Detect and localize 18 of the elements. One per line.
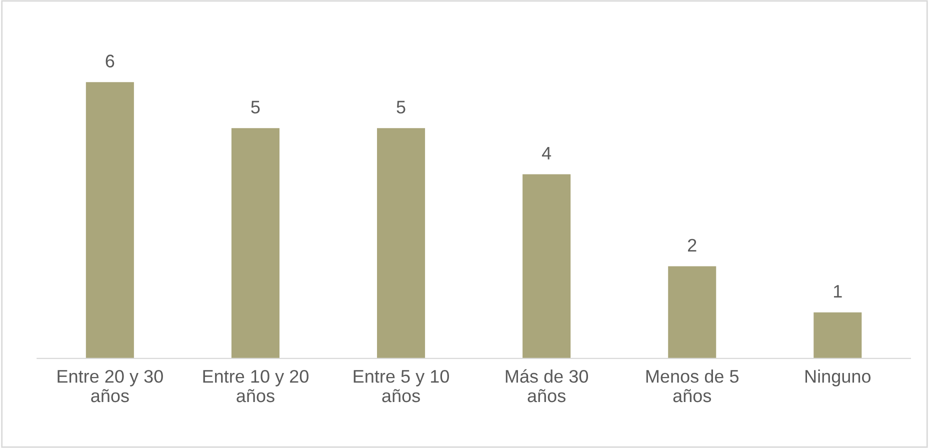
data-label: 1 [834,285,842,298]
bar [668,266,716,358]
x-tick-label: Entre 20 y 30 años [58,370,163,402]
x-tick-label: Más de 30 años [506,369,588,402]
bar [231,128,280,358]
data-label: 5 [251,100,260,114]
bar [814,312,862,358]
bar [522,174,571,358]
x-tick-label: Entre 5 y 10 años [354,370,449,402]
data-label: 4 [542,146,552,160]
bar [86,82,134,358]
x-tick-label: Ninguno [806,370,871,386]
data-label: 2 [688,238,696,252]
x-tick-label: Menos de 5 años [646,370,739,402]
x-tick-label: Entre 10 y 20 años [203,370,308,402]
data-label: 6 [106,54,114,68]
bar [377,128,426,358]
data-label: 5 [396,100,406,114]
